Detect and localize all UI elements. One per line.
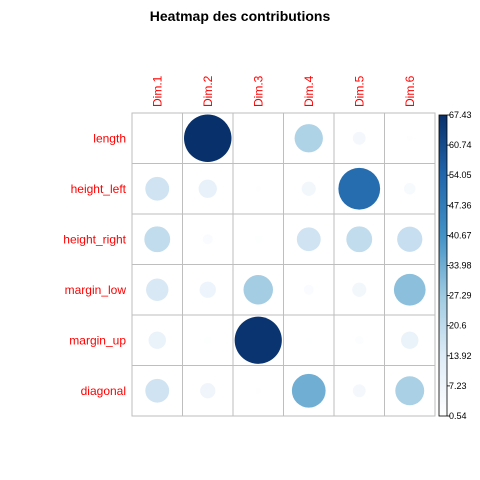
contribution-circle-diagonal-Dim.4 <box>291 373 326 408</box>
row-label: height_right <box>63 232 126 246</box>
contribution-circle-length-Dim.5 <box>352 131 366 145</box>
contribution-circle-margin_up-Dim.5 <box>355 336 364 345</box>
color-legend-bar <box>438 114 448 417</box>
column-label: Dim.1 <box>150 75 164 107</box>
contribution-circle-margin_low-Dim.1 <box>146 278 169 301</box>
contribution-circle-height_left-Dim.3 <box>255 185 262 192</box>
contribution-circle-margin_up-Dim.2 <box>204 336 212 344</box>
row-label: height_left <box>71 182 127 196</box>
contribution-circle-length-Dim.2 <box>184 114 232 162</box>
color-legend-tick-label: 67.43 <box>449 110 472 120</box>
contribution-circle-diagonal-Dim.5 <box>352 384 366 398</box>
contribution-circle-diagonal-Dim.6 <box>395 376 425 406</box>
contribution-circle-length-Dim.1 <box>155 136 160 141</box>
heatmap-cell <box>182 213 234 265</box>
color-legend-tick-label: 60.74 <box>449 140 472 150</box>
row-label: margin_up <box>69 333 126 347</box>
contribution-circle-height_right-Dim.6 <box>397 226 423 252</box>
contribution-circle-height_right-Dim.3 <box>254 235 262 243</box>
contribution-circle-margin_low-Dim.4 <box>303 284 314 295</box>
contribution-circle-length-Dim.3 <box>256 136 261 141</box>
contribution-circle-diagonal-Dim.1 <box>145 378 170 403</box>
contribution-circle-height_left-Dim.5 <box>338 167 381 210</box>
contribution-circle-margin_low-Dim.5 <box>352 282 367 297</box>
contribution-circle-height_left-Dim.6 <box>403 182 416 195</box>
contribution-circle-length-Dim.6 <box>406 135 413 142</box>
column-label: Dim.2 <box>201 75 215 107</box>
contribution-circle-margin_up-Dim.1 <box>148 331 166 349</box>
contribution-circle-margin_up-Dim.6 <box>401 331 419 349</box>
contribution-circle-height_left-Dim.2 <box>198 179 217 198</box>
contribution-circle-margin_up-Dim.3 <box>234 316 282 364</box>
color-legend-tick-label: 27.29 <box>449 291 472 301</box>
contribution-circle-margin_up-Dim.4 <box>306 337 312 343</box>
column-labels: Dim.1 Dim.2 Dim.3 Dim.4 Dim.5 Dim.6 <box>150 75 417 107</box>
row-labels: length height_left height_right margin_lowm… <box>63 131 126 398</box>
row-label: margin_low <box>65 283 127 297</box>
contribution-circle-margin_low-Dim.3 <box>243 275 273 305</box>
row-label: length <box>93 131 126 145</box>
contribution-circle-height_left-Dim.1 <box>145 176 170 201</box>
color-legend-tick-label: 20.6 <box>449 321 467 331</box>
color-legend-tick-label: 13.92 <box>449 351 472 361</box>
color-legend-tick-label: 54.05 <box>449 170 472 180</box>
color-legend-tick-label: 40.67 <box>449 230 472 240</box>
color-legend-tick-label: 7.23 <box>449 381 467 391</box>
contribution-circle-margin_low-Dim.2 <box>199 281 216 298</box>
color-legend-tick-label: 47.36 <box>449 200 472 210</box>
contribution-circle-height_left-Dim.4 <box>301 181 316 196</box>
column-label: Dim.5 <box>352 75 366 107</box>
column-label: Dim.3 <box>251 75 265 107</box>
color-legend-tick-label: 33.98 <box>449 261 472 271</box>
contribution-circle-margin_low-Dim.6 <box>393 273 426 306</box>
row-label: diagonal <box>81 384 126 398</box>
contribution-circle-diagonal-Dim.2 <box>200 383 216 399</box>
heatmap-cell <box>283 264 335 316</box>
contribution-circle-height_right-Dim.1 <box>144 226 171 253</box>
chart-title: Heatmap des contributions <box>150 8 331 24</box>
contribution-circle-height_right-Dim.5 <box>346 226 373 253</box>
column-label: Dim.6 <box>403 75 417 107</box>
color-legend-tick-label: 0.54 <box>449 411 467 421</box>
contribution-circle-diagonal-Dim.3 <box>255 387 262 394</box>
heatmap-cells <box>131 112 436 417</box>
column-label: Dim.4 <box>302 75 316 107</box>
heatmap-cell <box>182 163 234 215</box>
color-legend: 67.43 60.74 54.05 47.36 40.67 33.98 27.29 20.6 1… <box>438 110 472 421</box>
contribution-circle-height_right-Dim.4 <box>296 227 321 252</box>
contribution-circle-length-Dim.4 <box>294 124 323 153</box>
contribution-circle-height_right-Dim.2 <box>202 234 213 245</box>
